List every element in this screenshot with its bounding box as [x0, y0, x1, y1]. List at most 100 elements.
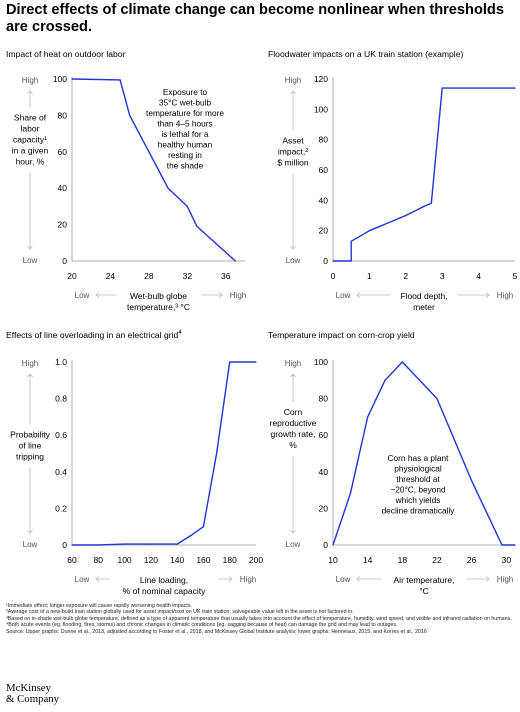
x-axis-label-line: °C	[419, 586, 429, 596]
data-point	[119, 79, 121, 81]
data-point	[196, 225, 198, 228]
x-tick-label: 20	[67, 271, 77, 281]
annotation-line: which yields	[395, 495, 441, 505]
data-point	[123, 543, 126, 545]
x-axis-label-line: Air temperature,	[394, 575, 455, 585]
arrow-left-icon	[356, 576, 361, 582]
y-tick-label: 0.4	[55, 467, 67, 477]
chart-title-corn-yield: Temperature impact on corn-crop yield	[268, 330, 415, 340]
x-tick-label: 36	[221, 271, 231, 281]
x-tick-label: 140	[170, 555, 184, 565]
series-line	[333, 87, 515, 262]
data-point	[384, 379, 386, 381]
arrow-down-icon	[290, 529, 296, 534]
annotation-line: 35°C wet-bulb	[159, 98, 212, 108]
arrow-down-icon	[27, 529, 33, 534]
data-point	[71, 544, 73, 546]
footnote-source: Source: Upper graphs: Dunne et al., 2013…	[6, 628, 427, 635]
y-tick-label: 40	[319, 195, 329, 205]
logo-line-2: & Company	[6, 693, 60, 705]
x-tick-label: 4	[476, 271, 481, 281]
x-tick-label: 2	[403, 271, 408, 281]
arrow-left-icon	[95, 292, 100, 298]
y-tick-label: 20	[319, 226, 329, 236]
y-axis-label-line: in a given	[12, 146, 49, 156]
series-line	[72, 361, 256, 546]
annotation-line: healthy human	[158, 140, 213, 150]
annotation-line: physiological	[394, 464, 442, 474]
y-tick-label: 100	[53, 74, 67, 84]
y-tick-label: 20	[58, 220, 68, 230]
series-line	[332, 361, 515, 546]
chart-title-outdoor-labor: Impact of heat on outdoor labor	[6, 49, 126, 59]
x-high-label: High	[497, 291, 513, 300]
y-axis-label-line: Probability	[10, 430, 50, 440]
data-point	[176, 543, 178, 545]
y-axis-label-line: of line	[19, 441, 42, 451]
data-point	[349, 493, 351, 495]
x-tick-label: 32	[183, 271, 193, 281]
y-tick-label: 0	[323, 256, 328, 266]
data-point	[436, 398, 438, 400]
data-point	[514, 87, 516, 89]
data-point	[501, 544, 503, 546]
x-high-label: High	[240, 575, 256, 584]
y-axis-label-line: reproductive	[270, 418, 317, 428]
y-low-label: Low	[286, 540, 301, 549]
y-high-label: High	[285, 76, 301, 85]
y-axis-label-line: labor	[21, 124, 40, 134]
y-high-label: High	[22, 359, 38, 368]
y-tick-label: 120	[314, 74, 328, 84]
data-point	[97, 544, 99, 546]
y-tick-label: 80	[319, 135, 329, 145]
data-point	[186, 205, 188, 207]
y-axis-label-line: hour, %	[16, 157, 45, 167]
y-axis-label-line: capacity¹	[13, 135, 47, 145]
x-tick-label: 3	[440, 271, 445, 281]
y-tick-label: 40	[319, 467, 329, 477]
x-low-label: Low	[336, 291, 351, 300]
data-point	[368, 230, 370, 232]
x-tick-label: 60	[67, 555, 77, 565]
data-point	[430, 202, 432, 204]
data-point	[350, 260, 352, 262]
arrow-up-icon	[290, 373, 296, 378]
y-tick-label: 60	[319, 165, 329, 175]
data-point	[471, 480, 473, 482]
x-low-label: Low	[75, 575, 90, 584]
data-point	[129, 114, 131, 116]
data-point	[255, 361, 257, 363]
x-tick-label: 30	[502, 555, 512, 565]
x-axis-label-line: Line loading,	[140, 575, 188, 585]
x-axis-label-line: Wet-bulb globe	[130, 291, 187, 301]
y-tick-label: 100	[314, 357, 328, 367]
x-low-label: Low	[75, 291, 90, 300]
data-point	[332, 260, 334, 262]
data-point	[401, 361, 403, 363]
y-tick-label: 0	[62, 256, 67, 266]
data-point	[215, 452, 218, 455]
arrow-down-icon	[27, 245, 33, 250]
x-tick-label: 5	[513, 271, 518, 281]
y-tick-label: 80	[58, 110, 68, 120]
annotation-line: Exposure to	[163, 87, 208, 97]
y-low-label: Low	[23, 256, 38, 265]
arrow-left-icon	[95, 576, 100, 582]
data-point	[332, 544, 334, 546]
x-tick-label: 24	[106, 271, 116, 281]
y-axis-label-line: Share of	[14, 113, 47, 123]
x-tick-label: 22	[432, 555, 442, 565]
footnote-1: ¹Immediate effect; longer exposure will …	[6, 603, 192, 609]
y-tick-label: 1.0	[55, 357, 67, 367]
arrow-down-icon	[290, 245, 296, 250]
x-tick-label: 14	[363, 555, 373, 565]
y-axis-label-line: $ million	[277, 158, 308, 168]
data-point	[419, 379, 421, 381]
y-axis-label-line: Corn	[284, 407, 303, 417]
x-tick-label: 18	[398, 555, 408, 565]
y-axis-label-line: impact,²	[278, 147, 308, 157]
footnote-2: ²Average cost of a new-build train stati…	[6, 609, 354, 616]
annotation-line: the shade	[167, 161, 204, 171]
data-point	[234, 260, 236, 262]
